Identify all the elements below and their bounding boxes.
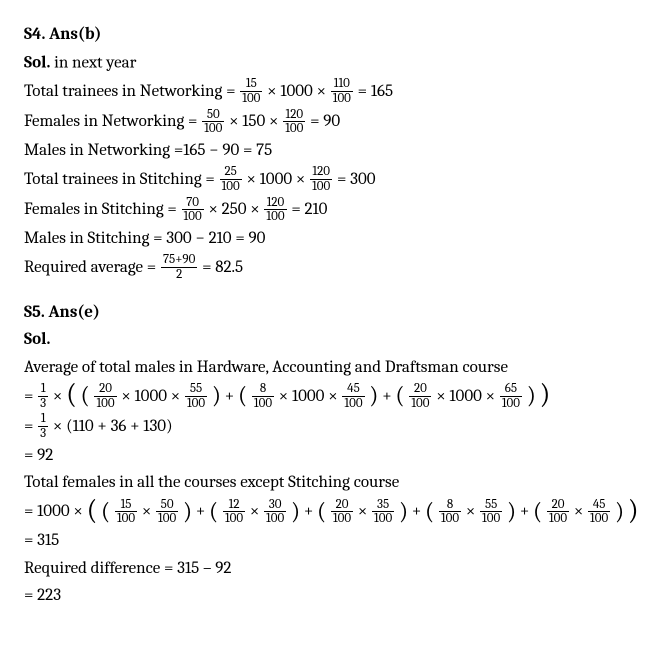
sol-label: Sol. xyxy=(24,53,50,72)
mid-paren-close: ) xyxy=(527,383,536,407)
s5-sol-label: Sol. xyxy=(24,327,632,353)
fraction: 30100 xyxy=(264,498,286,526)
fraction: 35100 xyxy=(372,498,394,526)
fraction: 65100 xyxy=(500,382,522,410)
mid-paren-close: ) xyxy=(507,499,516,523)
fraction: 13 xyxy=(38,412,48,440)
fraction: 75+902 xyxy=(161,253,197,281)
fraction: 120100 xyxy=(264,196,286,224)
mid-paren-close: ) xyxy=(369,383,378,407)
fraction: 110100 xyxy=(331,77,353,105)
mid-paren-open: ( xyxy=(81,383,90,407)
fraction: 20100 xyxy=(547,498,569,526)
fraction: 120100 xyxy=(283,108,305,136)
solution-s5: S5. Ans(e) Sol. Average of total males i… xyxy=(24,300,632,609)
s5-l9: = 223 xyxy=(24,583,632,609)
mid-paren-close: ) xyxy=(212,383,221,407)
solution-s4: S4. Ans(b) Sol. in next year Total train… xyxy=(24,22,632,282)
fraction: 15100 xyxy=(240,77,262,105)
big-paren-close: ) xyxy=(628,496,639,524)
s5-l8: Required difference = 315 – 92 xyxy=(24,556,632,582)
mid-paren-close: ) xyxy=(291,499,300,523)
mid-paren-close: ) xyxy=(183,499,192,523)
fraction: 120100 xyxy=(310,165,332,193)
s4-l4: Total trainees in Stitching = 25100 × 10… xyxy=(24,165,632,193)
s4-l3: Males in Networking =165 − 90 = 75 xyxy=(24,138,632,164)
mid-paren-open: ( xyxy=(101,499,110,523)
s4-header: S4. Ans(b) xyxy=(24,22,632,48)
s4-l2: Females in Networking = 50100 × 150 × 12… xyxy=(24,108,632,136)
fraction: 15100 xyxy=(115,498,137,526)
s5-l2: = 13 × ( ( 20100 × 1000 × 55100 ) + ( 81… xyxy=(24,382,632,410)
fraction: 55100 xyxy=(480,498,502,526)
mid-paren-open: ( xyxy=(533,499,542,523)
fraction: 8100 xyxy=(252,382,274,410)
s4-l1: Total trainees in Networking = 15100 × 1… xyxy=(24,77,632,105)
s4-l5: Females in Stitching = 70100 × 250 × 120… xyxy=(24,196,632,224)
fraction: 20100 xyxy=(331,498,353,526)
mid-paren-close: ) xyxy=(615,499,624,523)
mid-paren-open: ( xyxy=(395,383,404,407)
fraction: 55100 xyxy=(185,382,207,410)
s4-l7: Required average = 75+902 = 82.5 xyxy=(24,253,632,281)
fraction: 25100 xyxy=(220,165,242,193)
s5-l7: = 315 xyxy=(24,528,632,554)
fraction: 45100 xyxy=(588,498,610,526)
mid-paren-open: ( xyxy=(317,499,326,523)
mid-paren-open: ( xyxy=(209,499,218,523)
fraction: 50100 xyxy=(202,108,224,136)
big-paren-open: ( xyxy=(87,496,98,524)
big-paren-open: ( xyxy=(66,380,77,408)
fraction: 13 xyxy=(38,382,48,410)
s4-sol-line: Sol. in next year xyxy=(24,50,632,76)
s5-header: S5. Ans(e) xyxy=(24,300,632,326)
fraction: 50100 xyxy=(156,498,178,526)
fraction: 12100 xyxy=(223,498,245,526)
s4-l6: Males in Stitching = 300 − 210 = 90 xyxy=(24,226,632,252)
mid-paren-open: ( xyxy=(238,383,247,407)
fraction: 70100 xyxy=(182,196,204,224)
s5-l6: = 1000 × ( ( 15100 × 50100 ) + ( 12100 ×… xyxy=(24,498,632,526)
fraction: 20100 xyxy=(409,382,431,410)
s5-l3: = 13 × (110 + 36 + 130) xyxy=(24,412,632,440)
big-paren-close: ) xyxy=(540,380,551,408)
s5-l4: = 92 xyxy=(24,443,632,469)
s5-l1: Average of total males in Hardware, Acco… xyxy=(24,355,632,381)
s5-l5: Total females in all the courses except … xyxy=(24,470,632,496)
mid-paren-close: ) xyxy=(399,499,408,523)
fraction: 20100 xyxy=(94,382,116,410)
sol-rest: in next year xyxy=(50,53,136,72)
fraction: 45100 xyxy=(342,382,364,410)
fraction: 8100 xyxy=(439,498,461,526)
mid-paren-open: ( xyxy=(425,499,434,523)
